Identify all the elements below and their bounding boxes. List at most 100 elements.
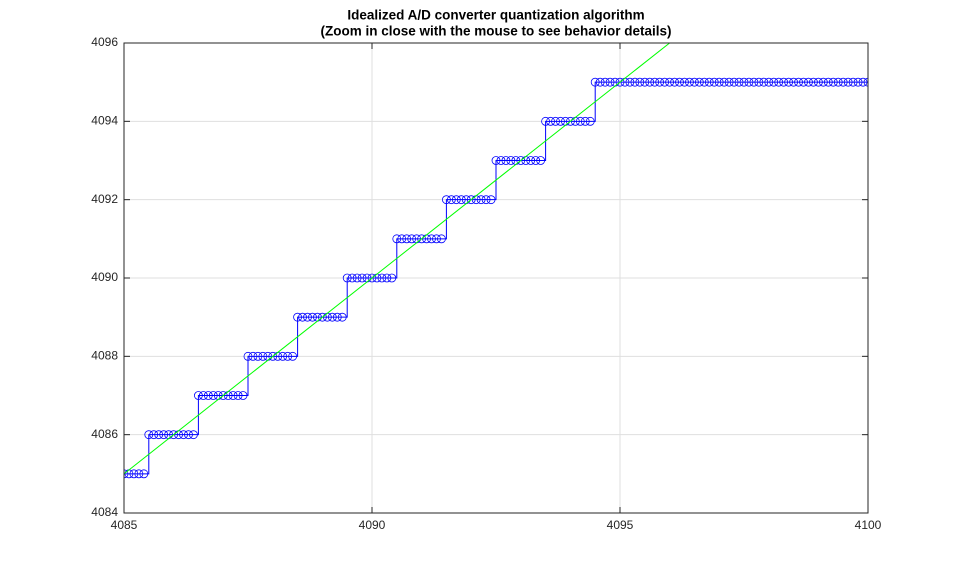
marker: [536, 156, 546, 165]
marker: [124, 469, 129, 479]
marker: [347, 273, 357, 283]
marker: [253, 351, 263, 361]
marker: [308, 312, 317, 322]
marker: [288, 351, 298, 361]
marker: [615, 77, 625, 87]
x-tick-label: 4100: [855, 518, 882, 532]
marker: [670, 77, 679, 87]
marker: [744, 77, 754, 87]
marker: [238, 391, 248, 400]
marker: [714, 77, 724, 87]
marker: [278, 351, 288, 361]
marker: [283, 351, 293, 361]
marker: [203, 391, 213, 400]
stairs-line: [124, 81, 868, 475]
marker: [843, 77, 853, 87]
marker: [441, 195, 451, 205]
marker: [585, 116, 595, 126]
marker: [451, 195, 461, 205]
marker: [546, 116, 555, 126]
marker: [392, 234, 402, 244]
marker: [342, 273, 352, 283]
marker: [303, 312, 312, 322]
marker: [218, 391, 228, 400]
marker: [327, 312, 337, 322]
marker: [590, 77, 600, 87]
y-tick-label: 4090: [91, 270, 118, 284]
marker: [719, 77, 729, 87]
marker: [159, 430, 169, 440]
marker: [655, 77, 665, 87]
marker: [446, 195, 456, 205]
marker: [566, 116, 575, 126]
marker: [516, 156, 526, 165]
marker: [804, 77, 813, 87]
marker: [799, 77, 808, 87]
marker: [208, 391, 218, 400]
marker: [694, 77, 704, 87]
marker: [382, 273, 392, 283]
marker: [134, 469, 144, 479]
marker: [427, 234, 436, 244]
marker: [506, 156, 516, 165]
marker: [754, 77, 764, 87]
x-tick-label: 4095: [607, 518, 634, 532]
plot-content: [124, 43, 868, 479]
chart-title: Idealized A/D converter quantization alg…: [347, 8, 644, 23]
marker: [724, 77, 734, 87]
marker: [476, 195, 486, 205]
marker: [551, 116, 560, 126]
marker: [486, 195, 496, 205]
marker: [293, 312, 303, 322]
marker: [784, 77, 794, 87]
marker: [437, 234, 446, 244]
ticks: 4085 4090 4095 4100 4084 4086 4088 4090 4092 4094…: [91, 35, 881, 532]
marker: [432, 234, 441, 244]
marker: [456, 195, 466, 205]
marker: [317, 312, 327, 322]
marker: [387, 273, 397, 283]
marker: [625, 77, 635, 87]
marker: [337, 312, 347, 322]
marker: [848, 77, 858, 87]
marker: [833, 77, 843, 87]
marker: [580, 116, 590, 126]
marker: [749, 77, 759, 87]
marker: [665, 77, 674, 87]
marker: [814, 77, 823, 87]
marker: [595, 77, 605, 87]
marker: [660, 77, 670, 87]
marker: [193, 391, 203, 400]
marker: [466, 195, 476, 205]
marker: [268, 351, 278, 361]
marker: [248, 351, 258, 361]
marker: [357, 273, 367, 283]
marker: [531, 156, 541, 165]
marker: [144, 430, 154, 440]
marker: [332, 312, 342, 322]
x-tick-label: 4085: [111, 518, 138, 532]
y-tick-label: 4084: [91, 505, 118, 519]
marker: [739, 77, 749, 87]
marker: [149, 430, 159, 440]
marker: [491, 156, 501, 165]
marker: [541, 116, 550, 126]
marker: [640, 77, 650, 87]
marker: [685, 77, 694, 87]
marker: [179, 430, 188, 440]
marker: [417, 234, 427, 244]
marker: [233, 391, 243, 400]
marker: [198, 391, 208, 400]
marker: [690, 77, 699, 87]
marker: [759, 77, 769, 87]
marker: [501, 156, 511, 165]
marker: [184, 430, 193, 440]
marker: [496, 156, 506, 165]
marker: [650, 77, 660, 87]
y-tick-label: 4088: [91, 349, 118, 363]
marker: [828, 77, 838, 87]
marker: [774, 77, 784, 87]
marker: [809, 77, 818, 87]
marker: [853, 77, 863, 87]
